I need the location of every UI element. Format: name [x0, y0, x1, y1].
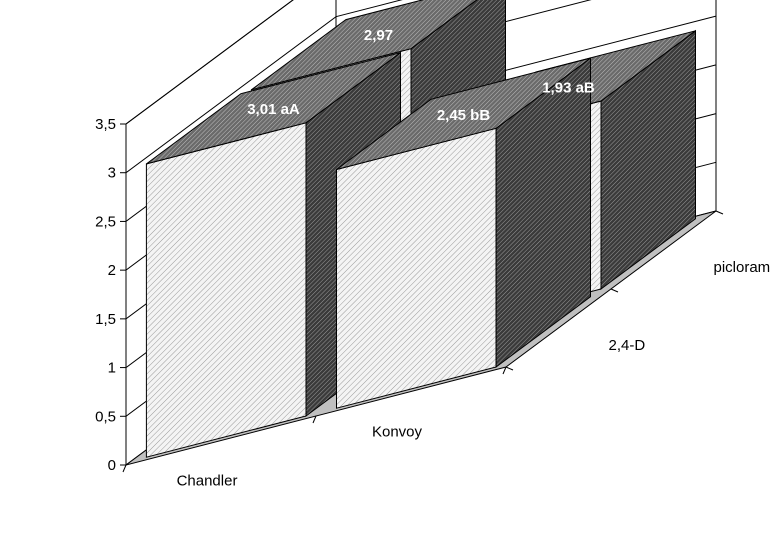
gridline: [125, 0, 294, 125]
bar-data-label: 2,45 bB: [437, 107, 491, 124]
z-tick-mark: [505, 366, 514, 371]
bar: [336, 57, 591, 409]
series-label: picloram: [714, 259, 771, 276]
gridline: [125, 0, 403, 174]
x-tick-mark: [122, 464, 127, 473]
bar-data-label: 3,01 aA: [247, 101, 300, 118]
category-label: Konvoy: [372, 424, 423, 441]
y-tick-label: 3: [108, 165, 116, 182]
y-tick-label: 2,5: [95, 213, 116, 230]
y-tick-label: 2: [108, 262, 116, 279]
bar-front-face: [336, 127, 497, 409]
bar-data-label: 2,97: [364, 27, 393, 44]
z-tick-mark: [715, 210, 724, 215]
y-tick-label: 1: [108, 360, 116, 377]
category-label: Chandler: [177, 473, 238, 490]
y-tick-label: 0,5: [95, 408, 116, 425]
bar-front-face: [145, 122, 307, 458]
y-tick-label: 1,5: [95, 311, 116, 328]
y-tick-label: 3,5: [95, 116, 116, 133]
data-labels: 2,97 1,93 aB 3,01 aA 2,45 bB: [247, 27, 595, 124]
series-label: 2,4-D: [609, 337, 646, 354]
x-tick-mark: [502, 366, 507, 375]
y-axis: 0 0,5 1 1,5 2 2,5 3 3,5: [95, 116, 126, 474]
bars: [145, 0, 696, 458]
bar-top-face: [251, 0, 478, 91]
y-tick-label: 0: [108, 457, 116, 474]
x-axis: Chandler Konvoy: [122, 366, 507, 490]
z-axis: 2,4-D picloram: [505, 210, 771, 371]
bar-data-label: 1,93 aB: [542, 80, 595, 97]
bar-top-face: [146, 52, 401, 165]
z-tick-mark: [610, 288, 619, 293]
x-tick-mark: [312, 415, 317, 424]
bar-top-face: [336, 57, 591, 170]
